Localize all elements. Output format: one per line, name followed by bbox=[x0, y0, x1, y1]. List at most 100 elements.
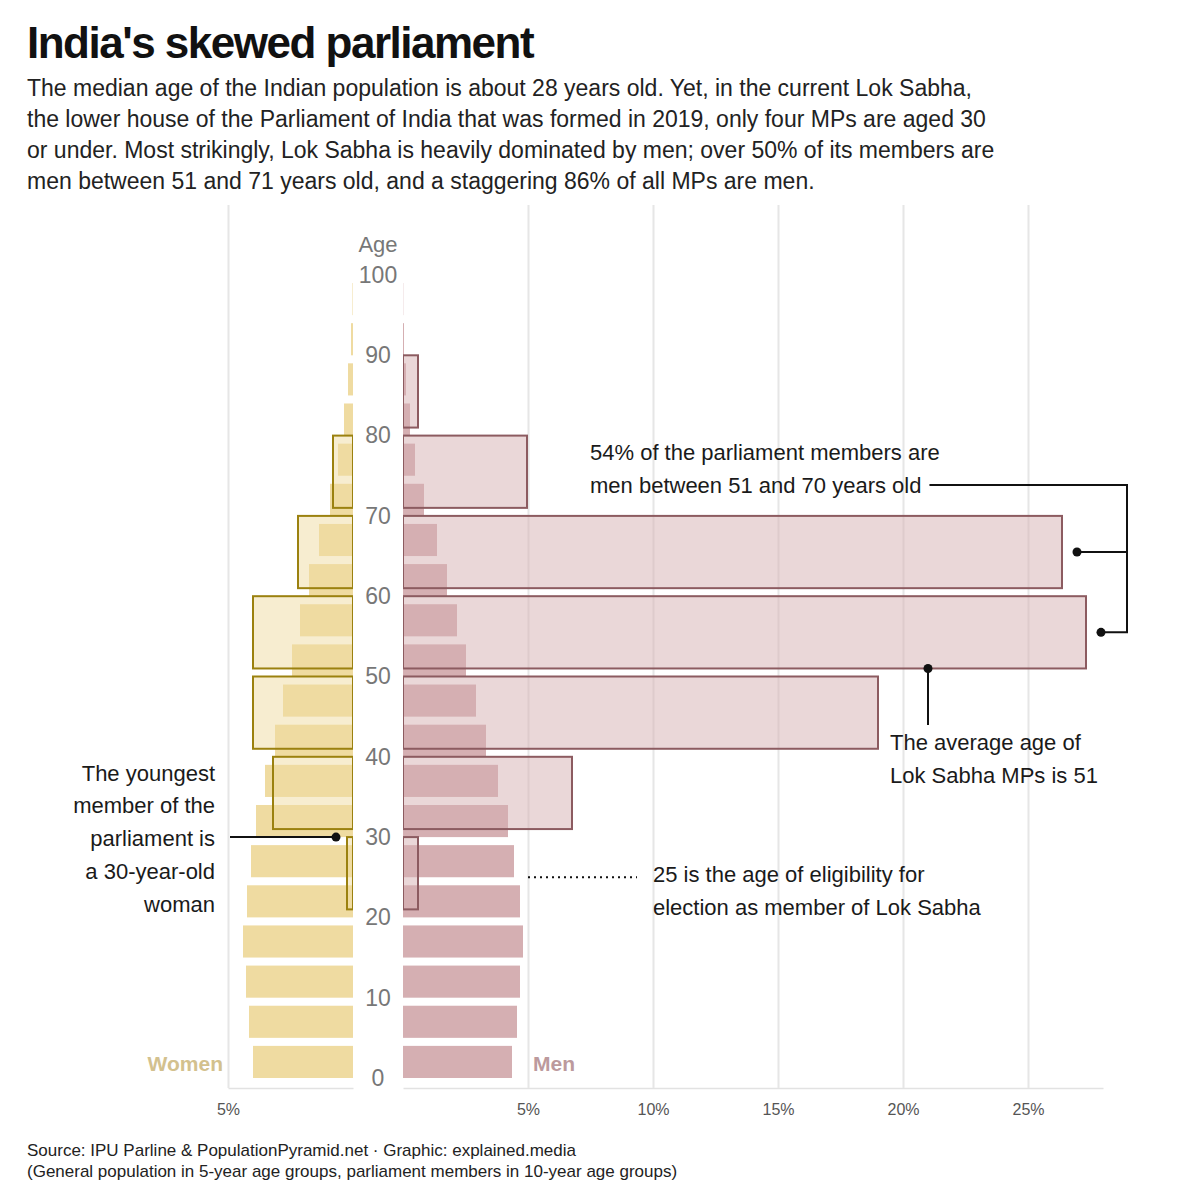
y-tick: 40 bbox=[365, 744, 391, 770]
y-tick-label: 20 bbox=[365, 904, 391, 930]
parliament-bar bbox=[403, 757, 572, 829]
annotation-text: member of the bbox=[73, 793, 215, 818]
y-tick: 0 bbox=[372, 1065, 385, 1091]
annotation-line bbox=[230, 836, 336, 838]
annotation-text: 54% of the parliament members are bbox=[590, 440, 940, 465]
parliament-bar bbox=[403, 516, 1062, 588]
source: Source: IPU Parline & PopulationPyramid.… bbox=[27, 1141, 577, 1160]
population-bar bbox=[403, 925, 523, 957]
population-bar bbox=[348, 363, 353, 395]
y-tick-label: 30 bbox=[365, 824, 391, 850]
annotation-text: a 30-year-old bbox=[85, 859, 215, 884]
y-tick-label: 100 bbox=[359, 262, 397, 288]
annotation-text: parliament is bbox=[90, 826, 215, 851]
annotation-text: woman bbox=[143, 892, 215, 917]
parliament-bar bbox=[333, 436, 353, 508]
legend-label: Women bbox=[148, 1052, 223, 1075]
x-tick-label: 10% bbox=[637, 1101, 669, 1118]
annotation-text: Lok Sabha MPs is 51 bbox=[890, 763, 1098, 788]
y-tick: 30 bbox=[365, 824, 391, 850]
x-axis: 5% bbox=[217, 205, 354, 1118]
population-bar bbox=[403, 885, 520, 917]
annotation-line bbox=[528, 876, 637, 878]
annotation-dot bbox=[1097, 628, 1106, 637]
population-bar bbox=[249, 1006, 353, 1038]
parliament-bar bbox=[273, 757, 353, 829]
annotation-bracket bbox=[929, 485, 1127, 632]
note: (General population in 5-year age groups… bbox=[27, 1162, 677, 1181]
annotation-text: men between 51 and 70 years old bbox=[590, 473, 921, 498]
background bbox=[0, 0, 1200, 1200]
parliament-bar bbox=[403, 355, 418, 427]
y-tick-label: 40 bbox=[365, 744, 391, 770]
legend-label: Men bbox=[533, 1052, 575, 1075]
population-bar bbox=[352, 283, 353, 315]
parliament-bar bbox=[253, 677, 353, 749]
subtitle-line: men between 51 and 71 years old, and a s… bbox=[27, 168, 815, 194]
annotation-line bbox=[927, 668, 929, 725]
population-bar bbox=[247, 885, 353, 917]
parliament-bar bbox=[403, 837, 418, 909]
x-tick-label: 5% bbox=[217, 1101, 240, 1118]
y-tick: 20 bbox=[365, 904, 391, 930]
y-tick-label: 0 bbox=[372, 1065, 385, 1091]
y-tick: 10 bbox=[365, 985, 391, 1011]
population-bar bbox=[403, 966, 520, 998]
subtitle-line: The median age of the Indian population … bbox=[27, 75, 972, 101]
parliament-bar bbox=[403, 677, 878, 749]
y-tick: 100 bbox=[359, 262, 397, 288]
subtitle-line: the lower house of the Parliament of Ind… bbox=[27, 106, 986, 132]
y-tick-label: 10 bbox=[365, 985, 391, 1011]
y-tick: 90 bbox=[365, 342, 391, 368]
y-tick: 80 bbox=[365, 422, 391, 448]
y-tick-label: 70 bbox=[365, 503, 391, 529]
x-tick-label: 25% bbox=[1012, 1101, 1044, 1118]
population-bar bbox=[403, 1006, 517, 1038]
axis-line bbox=[229, 1088, 354, 1090]
annotations: 54% of the parliament members are men bet… bbox=[73, 440, 1127, 920]
parliament-bar bbox=[298, 516, 353, 588]
grid-line bbox=[228, 205, 230, 1088]
annotation-dot bbox=[332, 833, 341, 842]
population-bar bbox=[403, 323, 404, 355]
x-tick-label: 20% bbox=[887, 1101, 919, 1118]
x-tick: 5% bbox=[217, 205, 240, 1118]
x-axis: 5% 10% 15% 20% 25% bbox=[404, 205, 1104, 1118]
chart-container: India's skewed parliament The median age … bbox=[0, 0, 1200, 1200]
y-tick-label: 50 bbox=[365, 663, 391, 689]
x-tick-label: 5% bbox=[517, 1101, 540, 1118]
population-bar bbox=[403, 1046, 512, 1078]
parliament-bar bbox=[347, 837, 353, 909]
annotation-text: election as member of Lok Sabha bbox=[653, 895, 982, 920]
y-axis-title: Age bbox=[358, 232, 397, 257]
population-bar bbox=[246, 966, 353, 998]
y-tick-label: 60 bbox=[365, 583, 391, 609]
annotation-text: The average age of bbox=[890, 730, 1082, 755]
title: India's skewed parliament bbox=[27, 18, 535, 67]
chart-svg: India's skewed parliament The median age … bbox=[0, 0, 1200, 1200]
parliament-bar bbox=[403, 436, 527, 508]
annotation-text: The youngest bbox=[82, 761, 215, 786]
annotation-text: 25 is the age of eligibility for bbox=[653, 862, 925, 887]
y-axis: 0 10 20 30 40 50 60 70 80 90 100 bbox=[359, 262, 397, 1091]
population-bar bbox=[344, 403, 353, 435]
y-tick-label: 90 bbox=[365, 342, 391, 368]
y-tick-label: 80 bbox=[365, 422, 391, 448]
population-bar bbox=[253, 1046, 353, 1078]
plot-panel bbox=[243, 283, 353, 1078]
population-bar bbox=[351, 323, 353, 355]
y-tick: 60 bbox=[365, 583, 391, 609]
y-tick: 70 bbox=[365, 503, 391, 529]
population-bar bbox=[243, 925, 353, 957]
parliament-bar bbox=[253, 596, 353, 668]
parliament-bar bbox=[403, 596, 1086, 668]
plot-panel bbox=[403, 283, 1086, 1078]
axis-line bbox=[404, 1088, 1104, 1090]
annotation-dot bbox=[924, 664, 933, 673]
y-tick: 50 bbox=[365, 663, 391, 689]
population-bar bbox=[403, 845, 514, 877]
subtitle-line: or under. Most strikingly, Lok Sabha is … bbox=[27, 137, 994, 163]
annotation-dot bbox=[1073, 548, 1082, 557]
x-tick-label: 15% bbox=[762, 1101, 794, 1118]
population-bar bbox=[251, 845, 353, 877]
